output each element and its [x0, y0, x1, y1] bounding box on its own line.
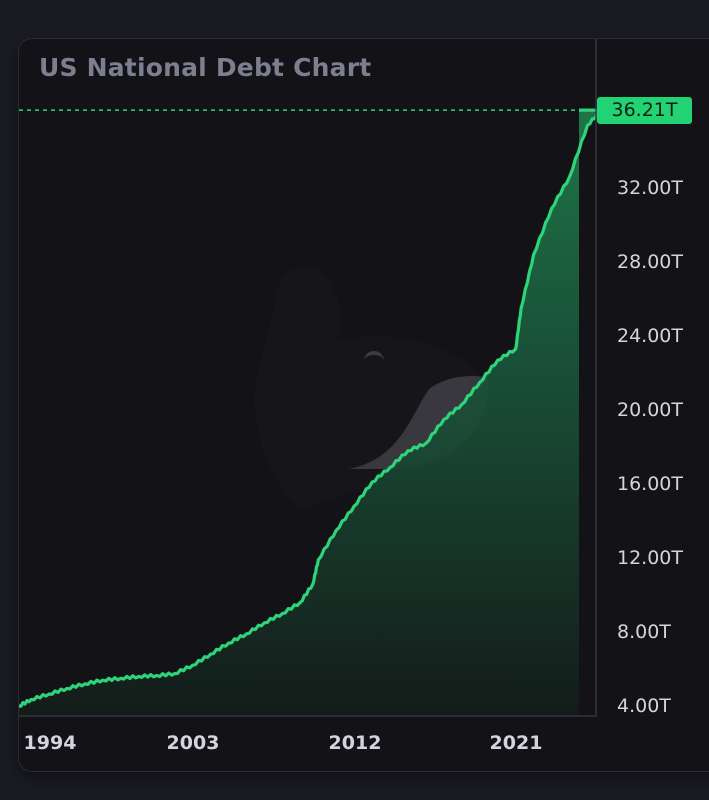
y-tick-4: 4.00T [617, 695, 671, 717]
x-tick-2003: 2003 [166, 732, 220, 754]
plot-area[interactable] [19, 39, 709, 771]
area-fill [19, 110, 602, 717]
y-tick-20: 20.00T [617, 399, 683, 421]
y-tick-24: 24.00T [617, 325, 683, 347]
x-tick-2012: 2012 [328, 732, 382, 754]
debt-line[interactable] [19, 108, 604, 708]
y-tick-32: 32.00T [617, 177, 683, 199]
current-value-tag: 36.21T [597, 97, 692, 124]
chart-title: US National Debt Chart [39, 53, 372, 82]
y-tick-16: 16.00T [617, 473, 683, 495]
y-tick-28: 28.00T [617, 251, 683, 273]
x-tick-2021: 2021 [489, 732, 543, 754]
y-tick-12: 12.00T [617, 547, 683, 569]
chart-card: US National Debt Chart 36.21T 32.00T 28.… [18, 38, 709, 772]
x-tick-1994: 1994 [23, 732, 77, 754]
y-tick-8: 8.00T [617, 621, 671, 643]
